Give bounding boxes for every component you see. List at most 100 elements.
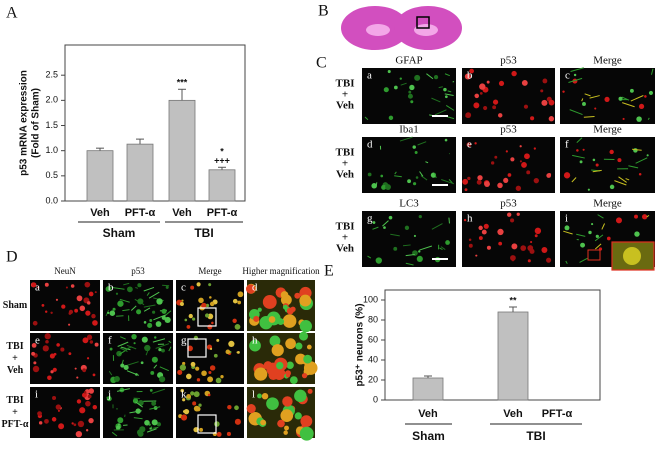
micrograph-fiber — [108, 370, 113, 376]
micrograph — [462, 137, 555, 193]
micrograph-fiber — [445, 105, 455, 111]
micrograph-cell — [511, 70, 517, 77]
micrograph-cell — [414, 74, 421, 81]
micrograph-cell — [563, 172, 571, 179]
micrograph-cell — [109, 310, 116, 316]
micrograph-cell — [633, 148, 638, 153]
row-label: PFT-α — [2, 419, 29, 430]
micrograph-cell — [232, 298, 238, 304]
micrograph-cell — [188, 313, 193, 319]
micrograph-fiber — [143, 307, 151, 312]
micrograph-cell — [387, 69, 391, 74]
micrograph-cell — [510, 255, 516, 261]
micrograph-cell — [83, 390, 87, 394]
image-letter: j — [107, 389, 111, 401]
micrograph-cell — [418, 250, 421, 253]
micrograph-fiber — [168, 346, 172, 352]
micrograph-cell — [412, 182, 417, 186]
micrograph-cell — [107, 311, 110, 315]
micrograph-cell — [44, 282, 49, 287]
micrograph-cell — [109, 347, 113, 351]
micrograph-cell — [294, 389, 307, 403]
micrograph-cell — [136, 429, 143, 436]
image-letter: b — [467, 70, 473, 82]
micrograph-cell — [123, 364, 129, 371]
micrograph-cell — [207, 393, 211, 397]
micrograph-fiber — [448, 179, 453, 184]
micrograph-cell — [92, 320, 98, 326]
y-tick-label: 1.5 — [45, 120, 58, 130]
micrograph-cell — [415, 176, 419, 179]
micrograph-cell — [164, 316, 171, 324]
row-label: + — [342, 89, 348, 101]
micrograph-cell — [149, 319, 153, 322]
micrograph-fiber — [153, 314, 166, 321]
micrograph-cell — [498, 241, 503, 246]
micrograph-cell — [548, 116, 555, 122]
micrograph-cell — [227, 404, 232, 410]
column-header: p53 — [500, 198, 517, 210]
y-tick-label: 0.5 — [45, 170, 58, 180]
micrograph-cell — [179, 364, 187, 371]
micrograph-cell — [498, 80, 505, 87]
y-tick-label: 100 — [363, 294, 378, 304]
micrograph-cell — [151, 356, 158, 363]
micrograph-cell — [120, 363, 125, 368]
micrograph-cell — [86, 301, 91, 305]
micrograph-cell — [478, 225, 483, 231]
micrograph-cell — [237, 300, 242, 305]
y-tick-label: 60 — [368, 334, 378, 344]
column-header: p53 — [500, 55, 517, 67]
micrograph-cell — [44, 418, 49, 424]
micrograph-cell — [225, 349, 231, 355]
micrograph-cell — [60, 347, 65, 352]
micrograph-cell — [159, 376, 166, 383]
micrograph-cell — [92, 404, 98, 410]
micrograph-cell — [289, 376, 298, 384]
micrograph-cell — [388, 115, 394, 121]
micrograph-cell — [79, 305, 86, 312]
micrograph-cell — [412, 145, 416, 149]
micrograph-cell — [507, 173, 512, 177]
micrograph-cell — [646, 154, 649, 157]
micrograph-cell — [479, 91, 483, 95]
panel-letter: E — [324, 263, 334, 280]
micrograph-cell — [523, 104, 529, 109]
micrograph — [176, 333, 244, 384]
column-header: Iba1 — [399, 124, 419, 136]
micrograph-cell — [410, 100, 414, 104]
micrograph-fiber — [563, 230, 573, 235]
significance-label: +++ — [214, 156, 230, 166]
micrograph-fiber — [618, 176, 627, 183]
micrograph-cell — [413, 234, 416, 238]
micrograph-cell — [533, 147, 536, 150]
micrograph-cell — [77, 420, 85, 428]
micrograph-cell — [32, 320, 38, 326]
micrograph-cell — [511, 259, 515, 262]
micrograph-cell — [75, 430, 83, 438]
micrograph-fiber — [439, 247, 443, 250]
micrograph — [462, 211, 555, 267]
micrograph — [30, 280, 100, 331]
row-label: Veh — [7, 365, 24, 376]
row-label: + — [12, 353, 18, 364]
image-letter: d — [367, 139, 373, 151]
micrograph-cell — [190, 285, 195, 290]
brain-section — [341, 6, 462, 50]
micrograph-fiber — [431, 223, 443, 230]
micrograph-cell — [211, 321, 214, 325]
micrograph-cell — [52, 395, 57, 400]
micrograph-fiber — [367, 255, 372, 259]
micrograph-cell — [286, 307, 294, 315]
bar — [168, 99, 196, 202]
micrograph-cell — [71, 422, 74, 425]
micrograph-fiber — [646, 214, 650, 218]
micrograph-cell — [587, 188, 590, 191]
micrograph-fiber — [152, 388, 166, 394]
micrograph-cell — [280, 291, 289, 299]
micrograph-cell — [521, 79, 528, 86]
micrograph-fiber — [133, 417, 143, 420]
group-label: TBI — [194, 226, 213, 240]
micrograph-cell — [201, 370, 207, 377]
bar — [126, 143, 154, 202]
